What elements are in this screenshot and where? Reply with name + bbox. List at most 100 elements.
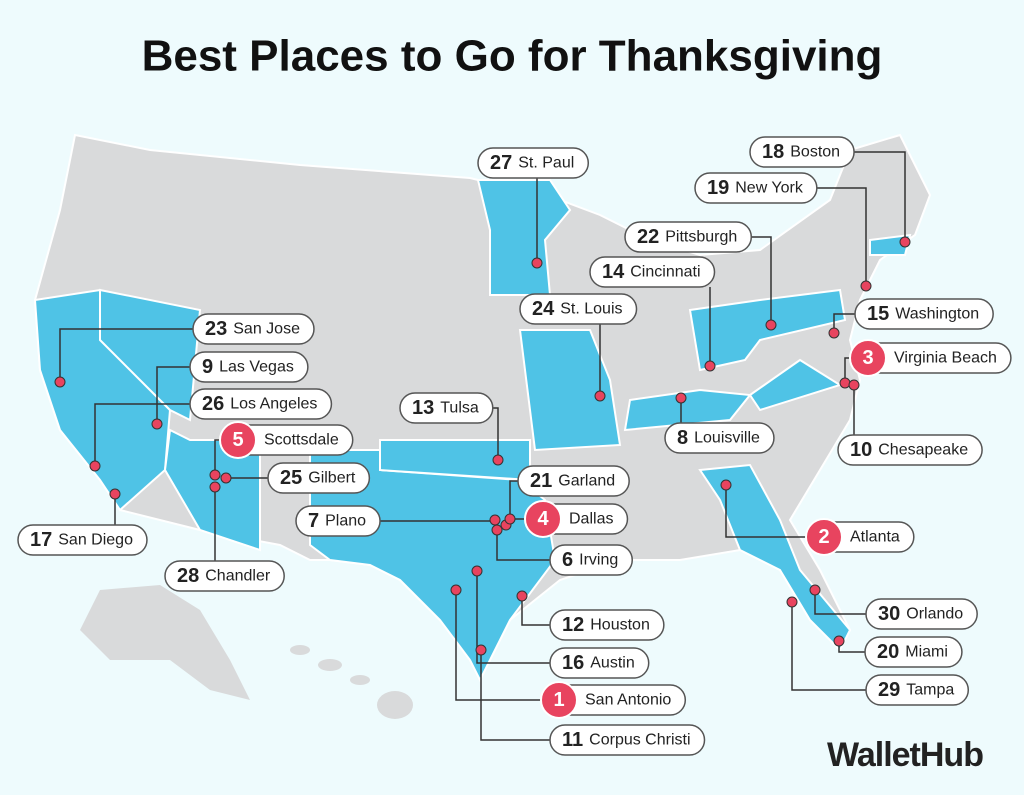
rank: 11	[562, 729, 583, 751]
rank: 20	[877, 641, 899, 663]
label-pill	[864, 636, 963, 668]
label-pill	[17, 524, 148, 556]
connector	[725, 485, 808, 538]
place-label: 8 Louisville	[664, 422, 775, 454]
rank-badge	[219, 421, 257, 459]
label-pill	[517, 465, 630, 497]
rank: 1	[553, 689, 564, 711]
rank: 25	[280, 467, 302, 489]
city-dot	[675, 392, 687, 404]
city-dot	[531, 257, 543, 269]
rank: 24	[532, 298, 555, 320]
connector	[854, 151, 906, 242]
city-dot	[594, 390, 606, 402]
rank: 28	[177, 565, 199, 587]
label-pill	[519, 293, 638, 325]
rank: 22	[637, 226, 659, 248]
brand-logo: WalletHub	[827, 736, 983, 774]
rank-badge	[524, 500, 562, 538]
label-pill	[837, 434, 983, 466]
place-label: 29 Tampa	[865, 674, 970, 706]
city: Cincinnati	[630, 264, 700, 281]
title: Best Places to Go for Thanksgiving	[142, 32, 883, 81]
connector	[814, 590, 866, 615]
city: Las Vegas	[219, 359, 294, 376]
rank: 13	[412, 397, 434, 419]
rank: 17	[30, 529, 52, 551]
place-label: 9 Las Vegas	[189, 351, 309, 383]
label-pill	[865, 674, 970, 706]
connector	[455, 590, 543, 701]
place-label: 4 Dallas	[524, 500, 629, 538]
city: Gilbert	[308, 470, 356, 487]
place-label: 22 Pittsburgh	[624, 221, 753, 253]
city-dot	[786, 596, 798, 608]
city-dot	[765, 319, 777, 331]
label-pill	[267, 462, 371, 494]
city-dot	[704, 360, 716, 372]
place-label: 18 Boston	[749, 136, 855, 168]
rank: 14	[602, 261, 625, 283]
rank: 10	[850, 439, 872, 461]
city-dot	[828, 327, 840, 339]
city: New York	[735, 180, 804, 197]
rank: 5	[232, 429, 243, 451]
city: Pittsburgh	[665, 229, 737, 246]
place-label: 25 Gilbert	[267, 462, 371, 494]
place-label: 3 Virginia Beach	[849, 339, 1012, 377]
place-label: 2 Atlanta	[805, 518, 915, 556]
rank: 27	[490, 152, 512, 174]
place-label: 1 San Antonio	[540, 681, 687, 719]
city: Miami	[905, 644, 948, 661]
city: Orlando	[906, 606, 963, 623]
hawaii	[290, 645, 413, 719]
place-label: 15 Washington	[854, 298, 994, 330]
city-dot	[839, 377, 851, 389]
place-label: 20 Miami	[864, 636, 963, 668]
place-label: 16 Austin	[549, 647, 650, 679]
place-label: 7 Plano	[295, 505, 381, 537]
city: Plano	[325, 513, 366, 530]
label-pill	[164, 560, 285, 592]
connector	[496, 530, 550, 561]
connector	[94, 403, 190, 466]
city: Tampa	[906, 682, 954, 699]
city: St. Louis	[560, 301, 622, 318]
label-pill	[399, 392, 494, 424]
rank: 8	[677, 427, 688, 449]
city: Boston	[790, 144, 840, 161]
city-dot	[209, 469, 221, 481]
connector	[156, 366, 190, 424]
dots	[54, 236, 911, 656]
city: Scottsdale	[264, 432, 339, 449]
places: 1 San Antonio 2 Atlanta 3 Virginia Beach 4 Dall…	[17, 136, 1012, 756]
city-dot	[860, 280, 872, 292]
place-label: 26 Los Angeles	[189, 388, 333, 420]
rank-badge	[805, 518, 843, 556]
place-label: 21 Garland	[517, 465, 630, 497]
label-pill	[189, 388, 333, 420]
rank: 18	[762, 141, 784, 163]
label-pill	[477, 147, 590, 179]
city: Atlanta	[850, 529, 900, 546]
place-label: 13 Tulsa	[399, 392, 494, 424]
rank: 4	[537, 508, 549, 530]
city-dot	[809, 584, 821, 596]
rank: 26	[202, 393, 224, 415]
city-dot	[491, 524, 503, 536]
label-pill	[549, 609, 665, 641]
city: Tulsa	[440, 400, 479, 417]
city: Corpus Christi	[589, 732, 690, 749]
city: Garland	[558, 473, 615, 490]
rank: 19	[707, 177, 729, 199]
rank: 3	[862, 347, 873, 369]
city: Dallas	[569, 511, 613, 528]
label-pill	[865, 598, 978, 630]
rank-badge	[849, 339, 887, 377]
label-pill	[624, 221, 753, 253]
city-dot	[109, 488, 121, 500]
place-label: 14 Cincinnati	[589, 256, 716, 288]
rank: 12	[562, 614, 584, 636]
rank: 15	[867, 303, 889, 325]
